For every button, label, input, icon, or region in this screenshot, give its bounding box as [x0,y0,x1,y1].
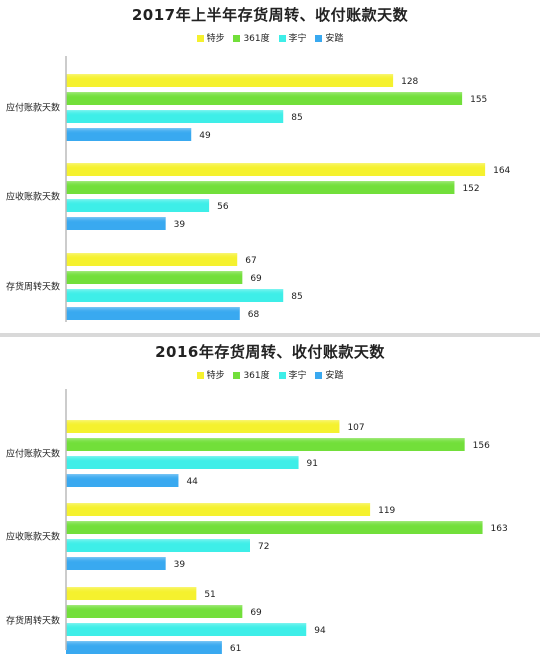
data-label: 39 [174,220,186,230]
bar-gloss [66,128,192,141]
category-label-receivable-days: 应收账款天数 [6,531,60,543]
data-label: 44 [186,477,198,487]
data-label: 68 [248,310,260,320]
legend-item-lining: 李宁 [278,31,307,44]
legend-label: 特步 [206,371,225,381]
chart-panel-2017: 2017年上半年存货周转、收付账款天数 特步 361度 李宁 安踏 128 155… [0,6,540,322]
bar-gloss [66,289,284,302]
legend: 特步 361度 李宁 安踏 [0,31,540,44]
data-label: 119 [378,506,395,516]
legend-item-lining: 李宁 [278,368,307,381]
bar-gloss [66,74,394,87]
legend-label: 361度 [243,371,270,381]
bar-gloss [66,92,463,105]
legend-label: 安踏 [325,34,344,44]
legend-swatch [278,35,286,42]
legend: 特步 361度 李宁 安踏 [0,368,540,381]
bar-gloss [66,181,455,194]
data-label: 85 [291,292,302,302]
chart-plot: 128 155 85 49 应付账款天数 164 152 56 39 应收账款天数 67 69 85 68… [6,56,511,322]
chart-panel-2016: 2016年存货周转、收付账款天数 特步 361度 李宁 安踏 107 156 91 4… [0,337,540,654]
bar-gloss [66,587,197,600]
data-label: 107 [347,423,364,433]
data-label: 156 [473,441,490,451]
bar-gloss [66,420,340,433]
data-label: 164 [493,166,510,176]
bar-gloss [66,557,166,570]
data-label: 69 [250,274,262,284]
legend-swatch [196,35,204,42]
chart-plot: 107 156 91 44 应付账款天数 119 163 72 39 应收账款天数 51 69 94 61… [6,389,508,654]
category-label-inventory-days: 存货周转天数 [6,615,60,627]
data-label: 39 [174,560,186,570]
data-label: 128 [401,77,418,87]
legend-swatch [315,372,323,379]
bar-gloss [66,641,222,654]
data-label: 152 [462,184,479,194]
data-label: 56 [217,202,229,212]
data-label: 155 [470,95,487,105]
bar-gloss [66,623,307,636]
data-label: 85 [291,113,302,123]
bar-gloss [66,217,166,230]
category-label-payable-days: 应付账款天数 [6,448,60,460]
data-label: 61 [230,644,241,654]
data-label: 163 [491,524,508,534]
data-label: 51 [204,590,215,600]
bar-gloss [66,271,243,284]
bar-gloss [66,438,465,451]
legend-swatch [315,35,323,42]
legend-item-361: 361度 [233,368,270,381]
category-label-inventory-days: 存货周转天数 [6,281,60,293]
legend-item-anta: 安踏 [315,368,343,381]
legend-label: 361度 [243,34,270,44]
bar-gloss [66,539,250,552]
bar-gloss [66,456,299,469]
bar-gloss [66,605,243,618]
legend-label: 特步 [206,34,225,44]
bar-gloss [66,521,483,534]
bar-gloss [66,163,486,176]
legend-swatch [278,372,286,379]
legend-item-xtep: 特步 [196,31,225,44]
legend-swatch [233,372,241,379]
category-label-payable-days: 应付账款天数 [6,102,60,114]
legend-item-361: 361度 [233,31,270,44]
legend-item-anta: 安踏 [315,31,343,44]
bar-gloss [66,474,179,487]
legend-label: 李宁 [288,34,307,44]
legend-label: 李宁 [288,371,307,381]
bar-gloss [66,503,371,516]
data-label: 49 [199,131,211,141]
bar-gloss [66,307,240,320]
chart-title: 2016年存货周转、收付账款天数 [155,343,385,361]
legend-label: 安踏 [325,371,344,381]
data-label: 69 [250,608,262,618]
legend-swatch [196,372,204,379]
bar-gloss [66,199,210,212]
category-label-receivable-days: 应收账款天数 [6,191,60,203]
data-label: 72 [258,542,269,552]
data-label: 91 [307,459,318,469]
legend-swatch [233,35,241,42]
data-label: 67 [245,256,256,266]
data-label: 94 [314,626,326,636]
bar-gloss [66,110,284,123]
chart-title: 2017年上半年存货周转、收付账款天数 [131,6,409,24]
legend-item-xtep: 特步 [196,368,225,381]
bar-gloss [66,253,238,266]
panel-divider [0,333,540,337]
